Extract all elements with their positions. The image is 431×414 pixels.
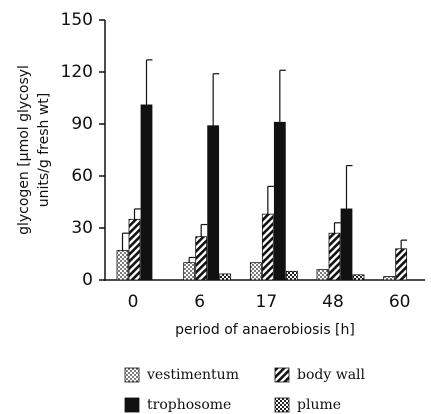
bar (140, 104, 153, 281)
bar (395, 248, 408, 281)
bar (328, 232, 341, 281)
bar (383, 276, 396, 281)
x-tick-label: 17 (256, 292, 278, 312)
bar (128, 218, 141, 281)
y-tick-label: 90 (71, 114, 93, 134)
y-tick-label: 60 (71, 166, 93, 186)
x-tick-label: 0 (128, 292, 139, 312)
legend-swatch (274, 397, 290, 413)
y-axis-label: glycogen [µmol glycosyl (16, 65, 32, 235)
legend-label: plume (297, 397, 341, 413)
bar (219, 273, 232, 281)
legend-swatch (124, 367, 140, 383)
bar (207, 125, 220, 281)
legend-swatch (274, 367, 290, 383)
legend-swatch (124, 397, 140, 413)
x-tick-label: 6 (194, 292, 205, 312)
bar (249, 262, 262, 281)
legend-label: vestimentum (146, 367, 239, 383)
x-tick-label: 48 (322, 292, 344, 312)
bar (195, 236, 208, 281)
bar (285, 270, 298, 281)
bar (273, 121, 286, 281)
bar (352, 274, 365, 281)
bar (116, 250, 129, 281)
bar (340, 208, 353, 281)
bar (183, 262, 196, 281)
y-tick-label: 30 (71, 218, 93, 238)
bar (261, 213, 274, 281)
legend-label: body wall (297, 367, 366, 383)
legend-label: trophosome (147, 397, 231, 413)
y-tick-label: 120 (61, 62, 93, 82)
bar (316, 269, 329, 281)
x-axis-label: period of anaerobiosis [h] (175, 322, 355, 338)
x-tick-label: 60 (389, 292, 411, 312)
y-axis-label: units/g fresh wt] (36, 93, 52, 207)
y-tick-label: 0 (82, 270, 93, 290)
y-tick-label: 150 (61, 10, 93, 30)
